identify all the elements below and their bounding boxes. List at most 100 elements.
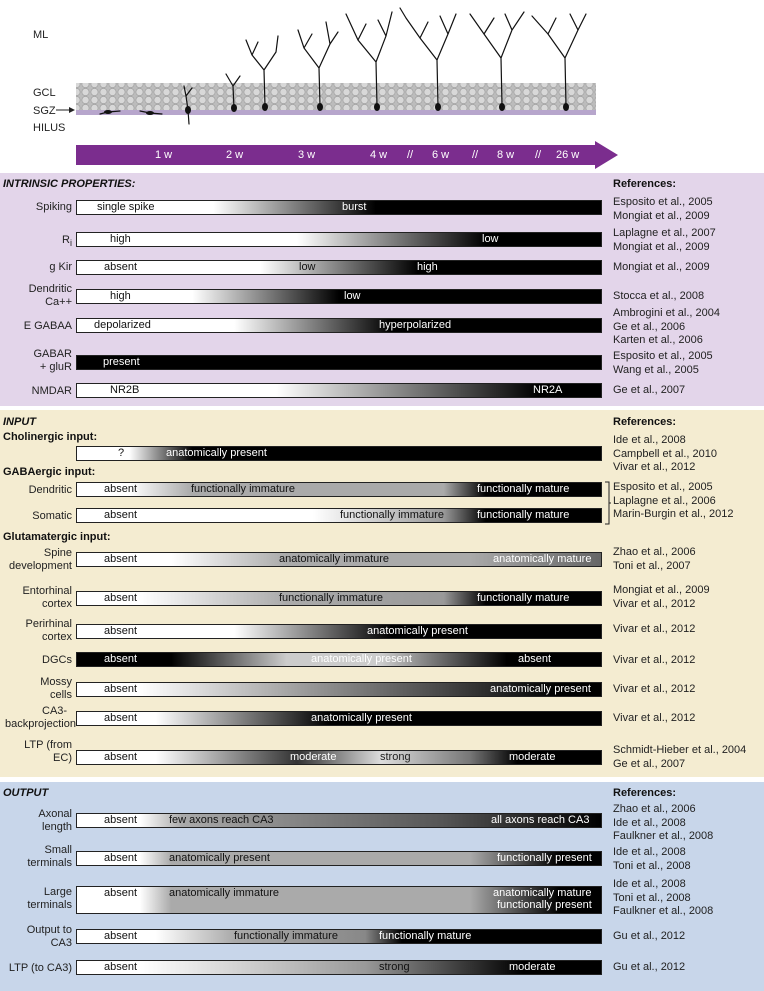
row-label-gabar-glur: GABAR + gluR <box>33 348 72 373</box>
refs-dgcs: Vivar et al., 2012 <box>613 654 696 666</box>
bar-gaba-dendritic: absent functionally immature functionall… <box>76 482 602 497</box>
bar-output-ca3: absent functionally immature functionall… <box>76 929 602 944</box>
bar-ltp-from-ec: absent moderate strong moderate <box>76 750 602 765</box>
bar-ltp-to-ca3: absent strong moderate <box>76 960 602 975</box>
bar-text: absent <box>104 553 138 565</box>
refs-spine: Zhao et al., 2006 Toni et al., 2007 <box>613 546 696 572</box>
refs-perirhinal: Vivar et al., 2012 <box>613 623 696 635</box>
bar-text: functionally mature <box>379 930 472 942</box>
row-label-spiking: Spiking <box>35 201 72 213</box>
bar-text: moderate <box>509 751 556 763</box>
layer-label-ml: ML <box>33 29 49 41</box>
bar-text: functionally mature <box>477 592 570 604</box>
row-label-mossy: Mossy cells <box>40 676 72 701</box>
refs-gabaergic: Esposito et al., 2005 Laplagne et al., 20… <box>613 481 734 520</box>
bar-text: functionally present <box>497 852 592 864</box>
bar-text: high <box>110 233 131 245</box>
bar-text: NR2B <box>110 384 140 396</box>
row-label-ca3-backprojection: CA3- backprojection <box>5 705 76 730</box>
bar-text: moderate <box>290 751 337 763</box>
refs-spiking: Esposito et al., 2005 Mongiat et al., 200… <box>613 196 713 222</box>
row-label-gkir: g Kir <box>49 261 72 273</box>
bar-text: hyperpolarized <box>379 319 452 331</box>
row-label-output-ca3: Output to CA3 <box>26 924 72 949</box>
output-title: OUTPUT <box>3 787 49 799</box>
bar-text: anatomically present <box>311 712 412 724</box>
timeline-break-3: // <box>535 149 542 161</box>
bar-text: absent <box>104 653 138 665</box>
refs-dendritic-ca: Stocca et al., 2008 <box>613 290 705 302</box>
refs-ca3-backprojection: Vivar et al., 2012 <box>613 712 696 724</box>
bar-text: strong <box>380 751 411 763</box>
bar-text: few axons reach CA3 <box>169 814 274 826</box>
bar-perirhinal: absent anatomically present <box>76 624 602 639</box>
bar-text: anatomically present <box>166 447 267 459</box>
group-gabaergic: GABAergic input: <box>3 466 96 478</box>
bar-text: low <box>344 290 361 302</box>
row-label-dendritic-ca: Dendritic Ca++ <box>28 283 72 308</box>
bar-text: functionally present <box>497 899 592 911</box>
bar-text: functionally immature <box>234 930 338 942</box>
bar-dendritic-ca: high low <box>76 289 602 304</box>
row-label-axonal: Axonal length <box>38 808 72 833</box>
bar-text: absent <box>104 961 138 973</box>
bracket-gabaergic <box>605 481 611 525</box>
input-ref-header: References: <box>613 416 676 428</box>
bar-text: functionally mature <box>477 509 570 521</box>
intrinsic-title: INTRINSIC PROPERTIES: <box>3 178 136 190</box>
bar-text: high <box>417 261 438 273</box>
bar-text: present <box>103 356 140 368</box>
bar-mossy: absent anatomically present <box>76 682 602 697</box>
bar-text: high <box>110 290 131 302</box>
layer-label-sgz: SGZ <box>33 105 56 117</box>
bar-text: moderate <box>509 961 556 973</box>
row-label-nmdar: NMDAR <box>31 385 72 397</box>
bar-text: functionally immature <box>340 509 444 521</box>
bar-large-terminals: absent anatomically immature anatomicall… <box>76 886 602 914</box>
row-label-ltp-from-ec: LTP (from EC) <box>24 739 72 764</box>
refs-ri: Laplagne et al., 2007 Mongiat et al., 200… <box>613 227 716 253</box>
row-label-ltp-to-ca3: LTP (to CA3) <box>8 962 72 974</box>
timeline-2w: 2 w <box>226 149 244 161</box>
timeline-6w: 6 w <box>432 149 450 161</box>
timeline-break-1: // <box>407 149 414 161</box>
input-panel: INPUT References: Cholinergic input: ? a… <box>0 410 764 777</box>
bar-text: anatomically present <box>311 653 412 665</box>
timeline-4w: 4 w <box>370 149 388 161</box>
neuron-illustration <box>56 7 596 125</box>
timeline-1w: 1 w <box>155 149 173 161</box>
row-label-entorhinal: Entorhinal cortex <box>22 585 72 610</box>
bar-text: absent <box>104 930 138 942</box>
bar-text: absent <box>104 592 138 604</box>
timeline-break-2: // <box>472 149 479 161</box>
bar-text: anatomically immature <box>279 553 390 565</box>
bar-text: functionally immature <box>279 592 383 604</box>
bar-text: depolarized <box>94 319 151 331</box>
timeline-8w: 8 w <box>497 149 515 161</box>
bar-text: NR2A <box>533 384 563 396</box>
bar-text: absent <box>104 625 138 637</box>
bar-small-terminals: absent anatomically present functionally… <box>76 851 602 866</box>
bar-text: absent <box>104 483 138 495</box>
refs-axonal: Zhao et al., 2006 Ide et al., 2008 Faulkne… <box>613 803 714 842</box>
refs-ltp-from-ec: Schmidt-Hieber et al., 2004 Ge et al., 20… <box>613 744 747 770</box>
refs-nmdar: Ge et al., 2007 <box>613 384 686 396</box>
bar-text: absent <box>104 712 138 724</box>
bar-text: absent <box>518 653 552 665</box>
bar-text: anatomically mature <box>493 887 592 899</box>
refs-entorhinal: Mongiat et al., 2009 Vivar et al., 2012 <box>613 584 710 610</box>
bar-gaba-somatic: absent functionally immature functionall… <box>76 508 602 523</box>
bar-ri: high low <box>76 232 602 247</box>
bar-ca3-backprojection: absent anatomically present <box>76 711 602 726</box>
output-ref-header: References: <box>613 787 676 799</box>
bar-text: functionally mature <box>477 483 570 495</box>
input-title: INPUT <box>3 416 36 428</box>
output-panel: OUTPUT References: Axonal length absent f… <box>0 782 764 991</box>
intrinsic-panel: INTRINSIC PROPERTIES: References: Spikin… <box>0 173 764 379</box>
bar-text: low <box>299 261 316 273</box>
bar-dgcs: absent anatomically present absent <box>76 652 602 667</box>
row-label-somatic: Somatic <box>32 510 72 522</box>
intrinsic-ref-header: References: <box>613 178 676 190</box>
bar-gkir: absent low high <box>76 260 602 275</box>
refs-small-terminals: Ide et al., 2008 Toni et al., 2008 <box>613 846 691 872</box>
